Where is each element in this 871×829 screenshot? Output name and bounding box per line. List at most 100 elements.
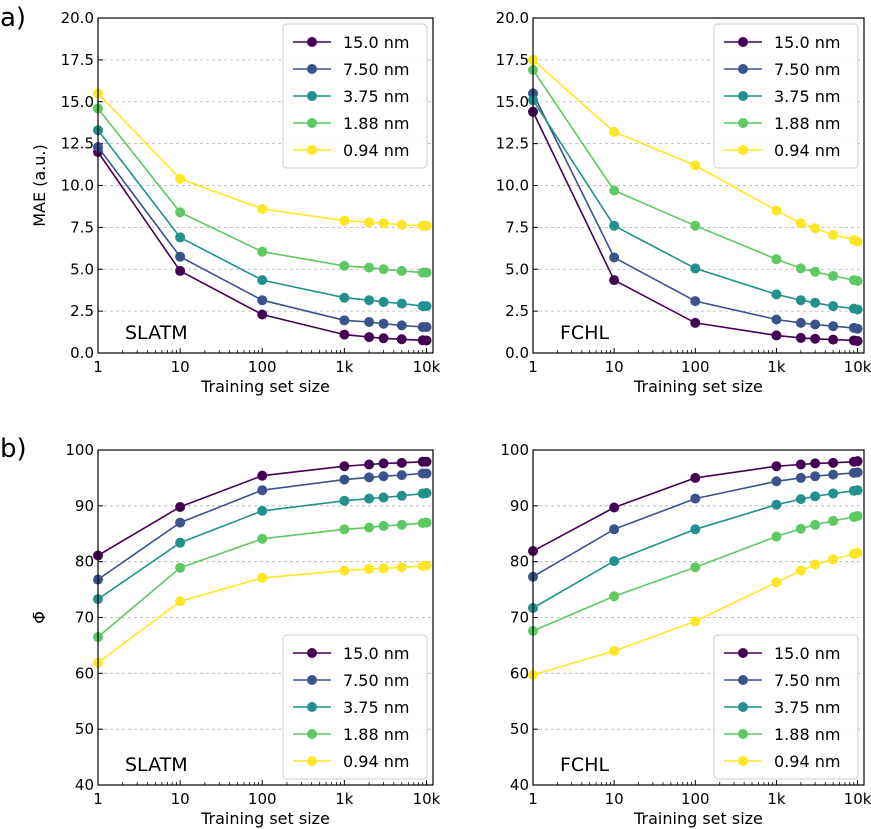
legend-box bbox=[282, 23, 428, 169]
x-tick-label: 10 bbox=[171, 790, 190, 808]
data-point bbox=[828, 270, 839, 281]
data-point bbox=[771, 314, 782, 325]
x-tick-label: 10k bbox=[413, 358, 441, 376]
data-point bbox=[609, 524, 620, 535]
legend: 15.0 nm 7.50 nm 3.75 nm 1.88 nm 0.94 nm bbox=[282, 634, 428, 780]
legend-entry-label: 1.88 nm bbox=[774, 725, 840, 744]
data-point bbox=[795, 523, 806, 534]
legend-entry-label: 0.94 nm bbox=[774, 752, 840, 771]
model-label: SLATM bbox=[125, 754, 188, 776]
data-point bbox=[421, 335, 432, 346]
data-point bbox=[421, 456, 432, 467]
data-point bbox=[364, 217, 375, 228]
legend-swatch-marker bbox=[307, 756, 317, 766]
data-point bbox=[690, 472, 701, 483]
data-point bbox=[175, 562, 186, 573]
data-point bbox=[396, 219, 407, 230]
data-point bbox=[421, 322, 432, 333]
legend-entry-label: 3.75 nm bbox=[343, 87, 409, 106]
data-point bbox=[378, 218, 389, 229]
legend: 15.0 nm 7.50 nm 3.75 nm 1.88 nm 0.94 nm bbox=[282, 23, 428, 169]
data-point bbox=[609, 646, 620, 656]
y-tick-label: 17.5 bbox=[61, 51, 94, 69]
data-point bbox=[396, 519, 407, 530]
y-tick-label: 2.5 bbox=[70, 302, 94, 320]
y-tick-label: 20.0 bbox=[61, 9, 94, 27]
y-axis-label: Φ̄ bbox=[30, 611, 49, 624]
data-point bbox=[852, 323, 863, 334]
legend-box bbox=[713, 23, 859, 169]
plot-frame bbox=[532, 17, 865, 354]
y-tick-label: 100 bbox=[65, 441, 94, 459]
data-point bbox=[795, 218, 806, 229]
data-point bbox=[421, 560, 432, 571]
data-point bbox=[828, 488, 839, 499]
data-point bbox=[690, 616, 701, 627]
data-point bbox=[795, 494, 806, 505]
y-tick-label: 12.5 bbox=[496, 135, 529, 153]
data-point bbox=[175, 501, 186, 512]
y-tick-label: 5.0 bbox=[505, 260, 529, 278]
data-point bbox=[852, 304, 863, 315]
data-point bbox=[364, 459, 375, 470]
data-point bbox=[421, 487, 432, 498]
data-point bbox=[378, 492, 389, 503]
data-point bbox=[339, 215, 350, 226]
legend: 15.0 nm 7.50 nm 3.75 nm 1.88 nm 0.94 nm bbox=[713, 23, 859, 169]
x-tick-label: 10k bbox=[844, 790, 871, 808]
data-point bbox=[396, 470, 407, 481]
data-point bbox=[339, 315, 350, 326]
panel-label-b: b) bbox=[0, 434, 27, 464]
y-tick-label: 10.0 bbox=[61, 177, 94, 195]
data-point bbox=[364, 317, 375, 328]
data-point bbox=[257, 295, 268, 306]
data-point bbox=[378, 563, 389, 574]
legend-swatch-marker bbox=[307, 37, 317, 47]
data-point bbox=[690, 524, 701, 535]
data-point bbox=[828, 301, 839, 312]
data-point bbox=[852, 456, 863, 467]
data-point bbox=[771, 531, 782, 542]
data-point bbox=[396, 334, 407, 345]
y-tick-label: 70 bbox=[75, 609, 94, 627]
legend-swatch-marker bbox=[307, 648, 317, 658]
legend-entry-label: 15.0 nm bbox=[343, 644, 409, 663]
data-point bbox=[828, 469, 839, 480]
data-point bbox=[852, 485, 863, 496]
data-point bbox=[609, 126, 620, 137]
data-point bbox=[771, 205, 782, 216]
x-tick-label: 1 bbox=[528, 358, 538, 376]
x-tick-label: 1 bbox=[93, 358, 103, 376]
data-point bbox=[396, 298, 407, 309]
data-point bbox=[852, 510, 863, 521]
plot-frame bbox=[97, 17, 434, 354]
legend-swatch-marker bbox=[738, 756, 748, 766]
data-point bbox=[795, 332, 806, 343]
y-tick-label: 50 bbox=[510, 720, 529, 738]
x-tick-label: 10k bbox=[413, 790, 441, 808]
legend-swatch-marker bbox=[307, 675, 317, 685]
legend-swatch-marker bbox=[738, 648, 748, 658]
data-point bbox=[257, 505, 268, 516]
data-point bbox=[257, 309, 268, 320]
y-tick-label: 0.0 bbox=[70, 344, 94, 362]
x-tick-label: 100 bbox=[681, 790, 710, 808]
y-tick-label: 2.5 bbox=[505, 302, 529, 320]
y-tick-label: 70 bbox=[510, 609, 529, 627]
data-point bbox=[378, 471, 389, 482]
legend-swatch-marker bbox=[738, 118, 748, 128]
data-point bbox=[810, 471, 821, 482]
data-point bbox=[257, 485, 268, 496]
data-point bbox=[364, 295, 375, 306]
data-point bbox=[810, 458, 821, 469]
x-tick-label: 100 bbox=[681, 358, 710, 376]
data-point bbox=[810, 333, 821, 344]
legend-swatch-marker bbox=[738, 37, 748, 47]
legend-entry-label: 7.50 nm bbox=[774, 60, 840, 79]
data-point bbox=[364, 472, 375, 483]
data-point bbox=[257, 246, 268, 257]
data-point bbox=[175, 265, 186, 276]
data-point bbox=[609, 275, 620, 286]
y-tick-label: 17.5 bbox=[496, 51, 529, 69]
data-point bbox=[396, 265, 407, 276]
